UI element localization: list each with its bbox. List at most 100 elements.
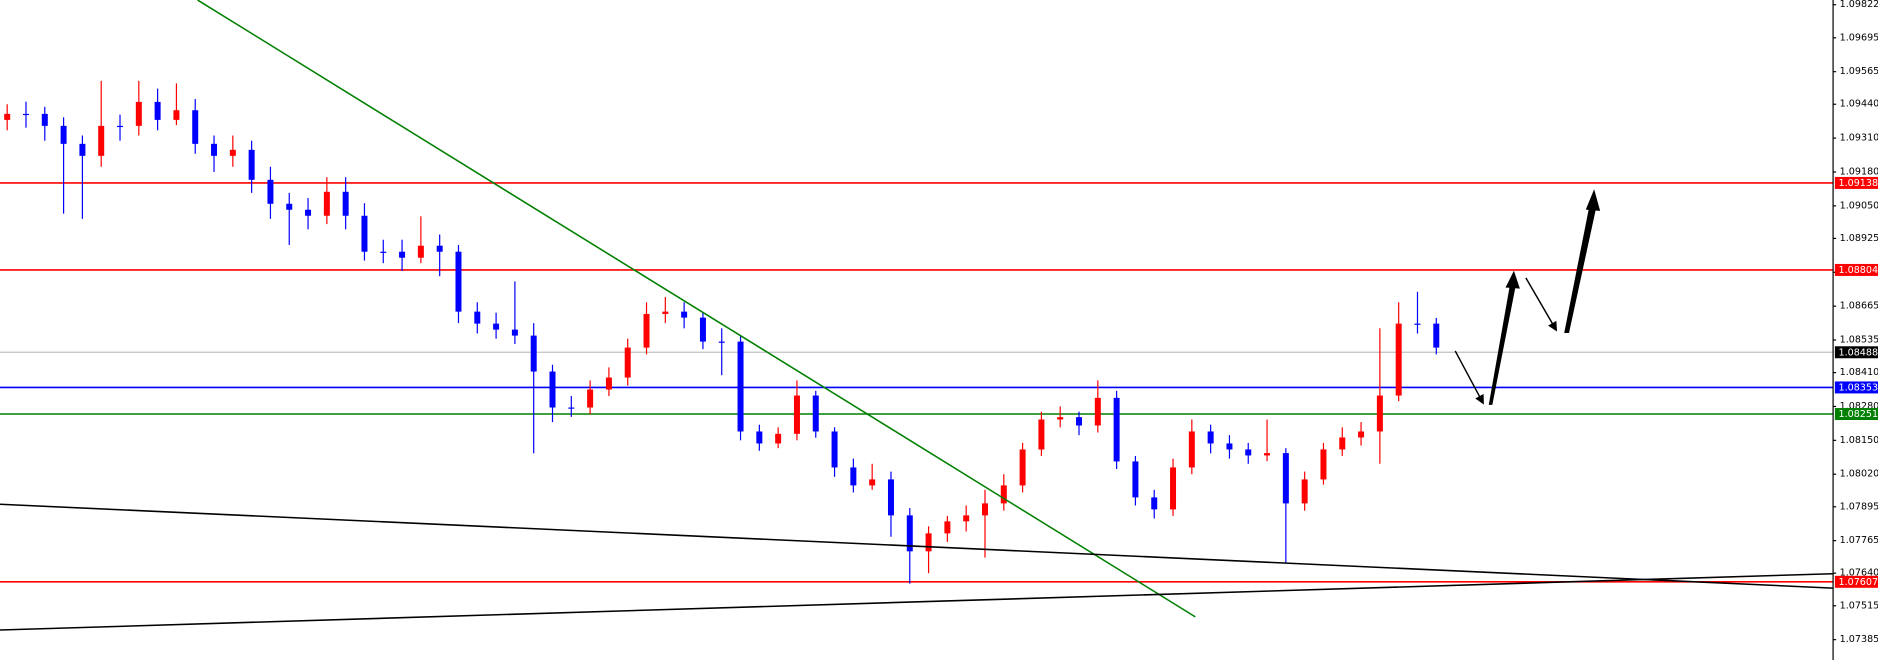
- candle-body: [154, 101, 161, 120]
- candles: [4, 80, 1440, 584]
- y-tick-label: 1.08410: [1840, 367, 1878, 378]
- arrow: [1488, 282, 1517, 405]
- candle-body: [718, 341, 725, 343]
- y-tick-label: 1.07385: [1840, 634, 1878, 645]
- candle-body: [1433, 323, 1440, 348]
- price-label: 1.08353: [1838, 383, 1878, 394]
- candle-body: [756, 431, 763, 444]
- candle-body: [1094, 397, 1101, 426]
- price-label-box: [1834, 381, 1878, 394]
- candle-body: [981, 503, 988, 516]
- y-tick-label: 1.09050: [1840, 200, 1878, 211]
- arrow: [1564, 206, 1597, 333]
- candle-body: [1320, 449, 1327, 480]
- price-label-box: [1834, 346, 1878, 359]
- price-label: 1.07607: [1838, 577, 1878, 588]
- candle-body: [211, 143, 218, 156]
- candle-body: [1414, 323, 1421, 325]
- candle-body: [793, 395, 800, 434]
- candle-body: [305, 209, 312, 216]
- price-axis: 1.09822 1.09695 1.09565 1.09440 1.09310 1.091…: [1832, 0, 1878, 660]
- candle-body: [41, 113, 48, 126]
- candle-body: [98, 125, 105, 156]
- candle-body: [1057, 417, 1064, 420]
- arrow: [1525, 277, 1558, 332]
- candle-body: [1076, 417, 1083, 426]
- price-label: 1.08488: [1838, 347, 1878, 358]
- candle-body: [1000, 485, 1007, 504]
- candle-body: [117, 125, 124, 128]
- candle-body: [906, 515, 913, 552]
- candle-body: [624, 347, 631, 378]
- candle-body: [248, 149, 255, 180]
- trend-line: [0, 572, 1833, 631]
- candle-body: [135, 101, 142, 126]
- candle-body: [944, 521, 951, 534]
- candle-body: [737, 341, 744, 432]
- levels: [0, 182, 1833, 583]
- y-tick-label: 1.07895: [1840, 501, 1878, 512]
- candle-body: [1376, 395, 1383, 432]
- y-tick-label: 1.07640: [1840, 568, 1878, 579]
- candle-body: [493, 323, 500, 330]
- y-tick-label: 1.09310: [1840, 133, 1878, 144]
- candle-body: [1301, 479, 1308, 504]
- candle-body: [1282, 453, 1289, 504]
- candle-body: [399, 251, 406, 258]
- candle-body: [436, 245, 443, 252]
- forecast-arrows: [1454, 189, 1601, 405]
- y-tick-label: 1.08535: [1840, 335, 1878, 346]
- candle-body: [286, 203, 293, 210]
- candle-body: [511, 329, 518, 336]
- candle-body: [1226, 443, 1233, 450]
- candle-body: [1132, 461, 1139, 498]
- price-label: 1.08804: [1838, 265, 1878, 276]
- candle-body: [643, 313, 650, 348]
- candle-body: [850, 467, 857, 486]
- candle-body: [699, 317, 706, 342]
- price-label-box: [1834, 176, 1878, 189]
- candle-body: [455, 251, 462, 312]
- candle-body: [549, 371, 556, 408]
- candle-body: [1170, 467, 1177, 510]
- arrow: [1454, 350, 1484, 405]
- candle-body: [831, 431, 838, 468]
- candle-body: [1019, 449, 1026, 486]
- candle-body: [1395, 323, 1402, 396]
- price-label-box: [1834, 408, 1878, 421]
- candle-body: [361, 215, 368, 252]
- price-label: 1.08251: [1838, 409, 1878, 420]
- price-label: 1.09138: [1838, 178, 1878, 189]
- candle-body: [681, 311, 688, 318]
- candle-body: [323, 191, 330, 216]
- candle-body: [812, 395, 819, 432]
- candle-body: [605, 377, 612, 390]
- y-tick-label: 1.09695: [1840, 32, 1878, 43]
- y-tick-label: 1.08150: [1840, 435, 1878, 446]
- candle-body: [1038, 419, 1045, 450]
- candle-body: [342, 191, 349, 216]
- candle-body: [1207, 431, 1214, 444]
- candle-body: [568, 407, 575, 409]
- y-tick-label: 1.08280: [1840, 401, 1878, 412]
- candle-body: [173, 110, 180, 120]
- trendlines: [0, 0, 1833, 631]
- y-tick-label: 1.08665: [1840, 301, 1878, 312]
- candle-body: [925, 533, 932, 552]
- y-tick-label: 1.07765: [1840, 535, 1878, 546]
- candle-body: [1245, 449, 1252, 456]
- candle-body: [1188, 431, 1195, 468]
- y-tick-label: 1.07515: [1840, 600, 1878, 611]
- y-tick-label: 1.09180: [1840, 166, 1878, 177]
- candle-body: [22, 113, 29, 116]
- candle-body: [869, 479, 876, 486]
- candle-body: [4, 113, 11, 120]
- trend-line: [0, 503, 1833, 589]
- candle-body: [1264, 453, 1271, 456]
- y-tick-label: 1.09822: [1840, 0, 1878, 10]
- trend-line: [197, 0, 1196, 618]
- arrowhead: [1585, 189, 1601, 211]
- candle-body: [1339, 437, 1346, 450]
